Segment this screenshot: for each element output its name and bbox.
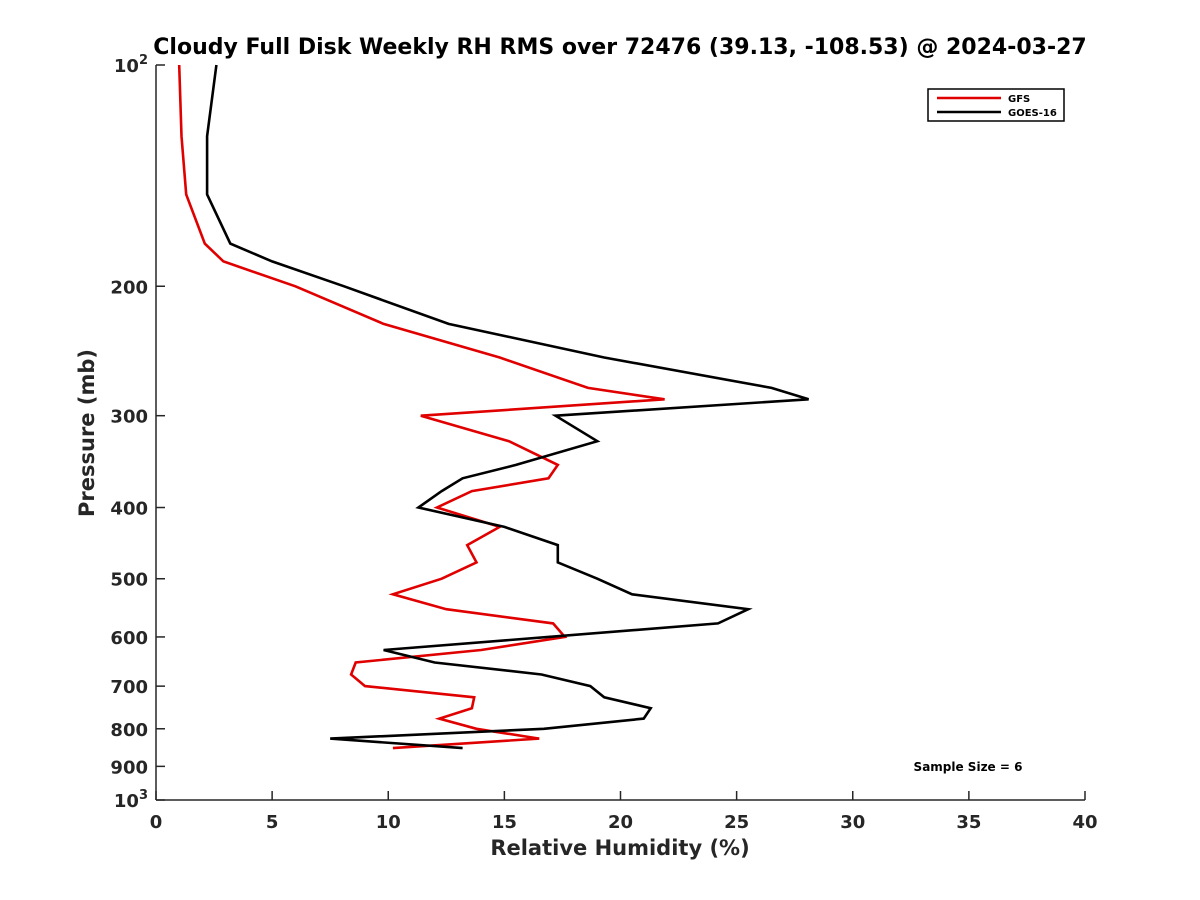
y-tick-label: 900	[110, 757, 148, 778]
chart-title: Cloudy Full Disk Weekly RH RMS over 7247…	[153, 35, 1086, 60]
sample-size-annotation: Sample Size = 6	[914, 760, 1023, 774]
x-axis-label: Relative Humidity (%)	[490, 836, 749, 860]
x-tick-label: 0	[150, 812, 163, 833]
y-tick-label: 800	[110, 720, 148, 741]
x-tick-label: 20	[608, 812, 633, 833]
legend-label: GOES-16	[1008, 108, 1057, 119]
legend-label: GFS	[1008, 94, 1030, 105]
x-tick-label: 5	[266, 812, 279, 833]
x-tick-label: 15	[492, 812, 517, 833]
y-tick-label: 400	[110, 499, 148, 520]
y-tick-label: 300	[110, 407, 148, 428]
series-line-gfs	[177, 64, 665, 750]
y-axis-label: Pressure (mb)	[75, 349, 99, 517]
x-tick-label: 40	[1072, 812, 1097, 833]
y-tick-label: 103	[114, 788, 148, 812]
x-tick-label: 25	[724, 812, 749, 833]
legend-box	[927, 88, 1065, 122]
x-tick-label: 10	[376, 812, 401, 833]
y-tick-label: 500	[110, 570, 148, 591]
x-tick-label: 30	[840, 812, 865, 833]
y-tick-label: 200	[110, 277, 148, 298]
series-line-goes-16	[205, 64, 809, 750]
y-tick-label: 600	[110, 628, 148, 649]
y-tick-label: 102	[114, 53, 148, 77]
series-layer	[177, 64, 809, 750]
legend: GFS GOES-16	[927, 88, 1065, 122]
x-tick-label: 35	[956, 812, 981, 833]
y-tick-label: 700	[110, 677, 148, 698]
axes: 0 5 10 15 20 25 30 35 40 102 200 300 400 500 600 700 800…	[110, 53, 1097, 833]
